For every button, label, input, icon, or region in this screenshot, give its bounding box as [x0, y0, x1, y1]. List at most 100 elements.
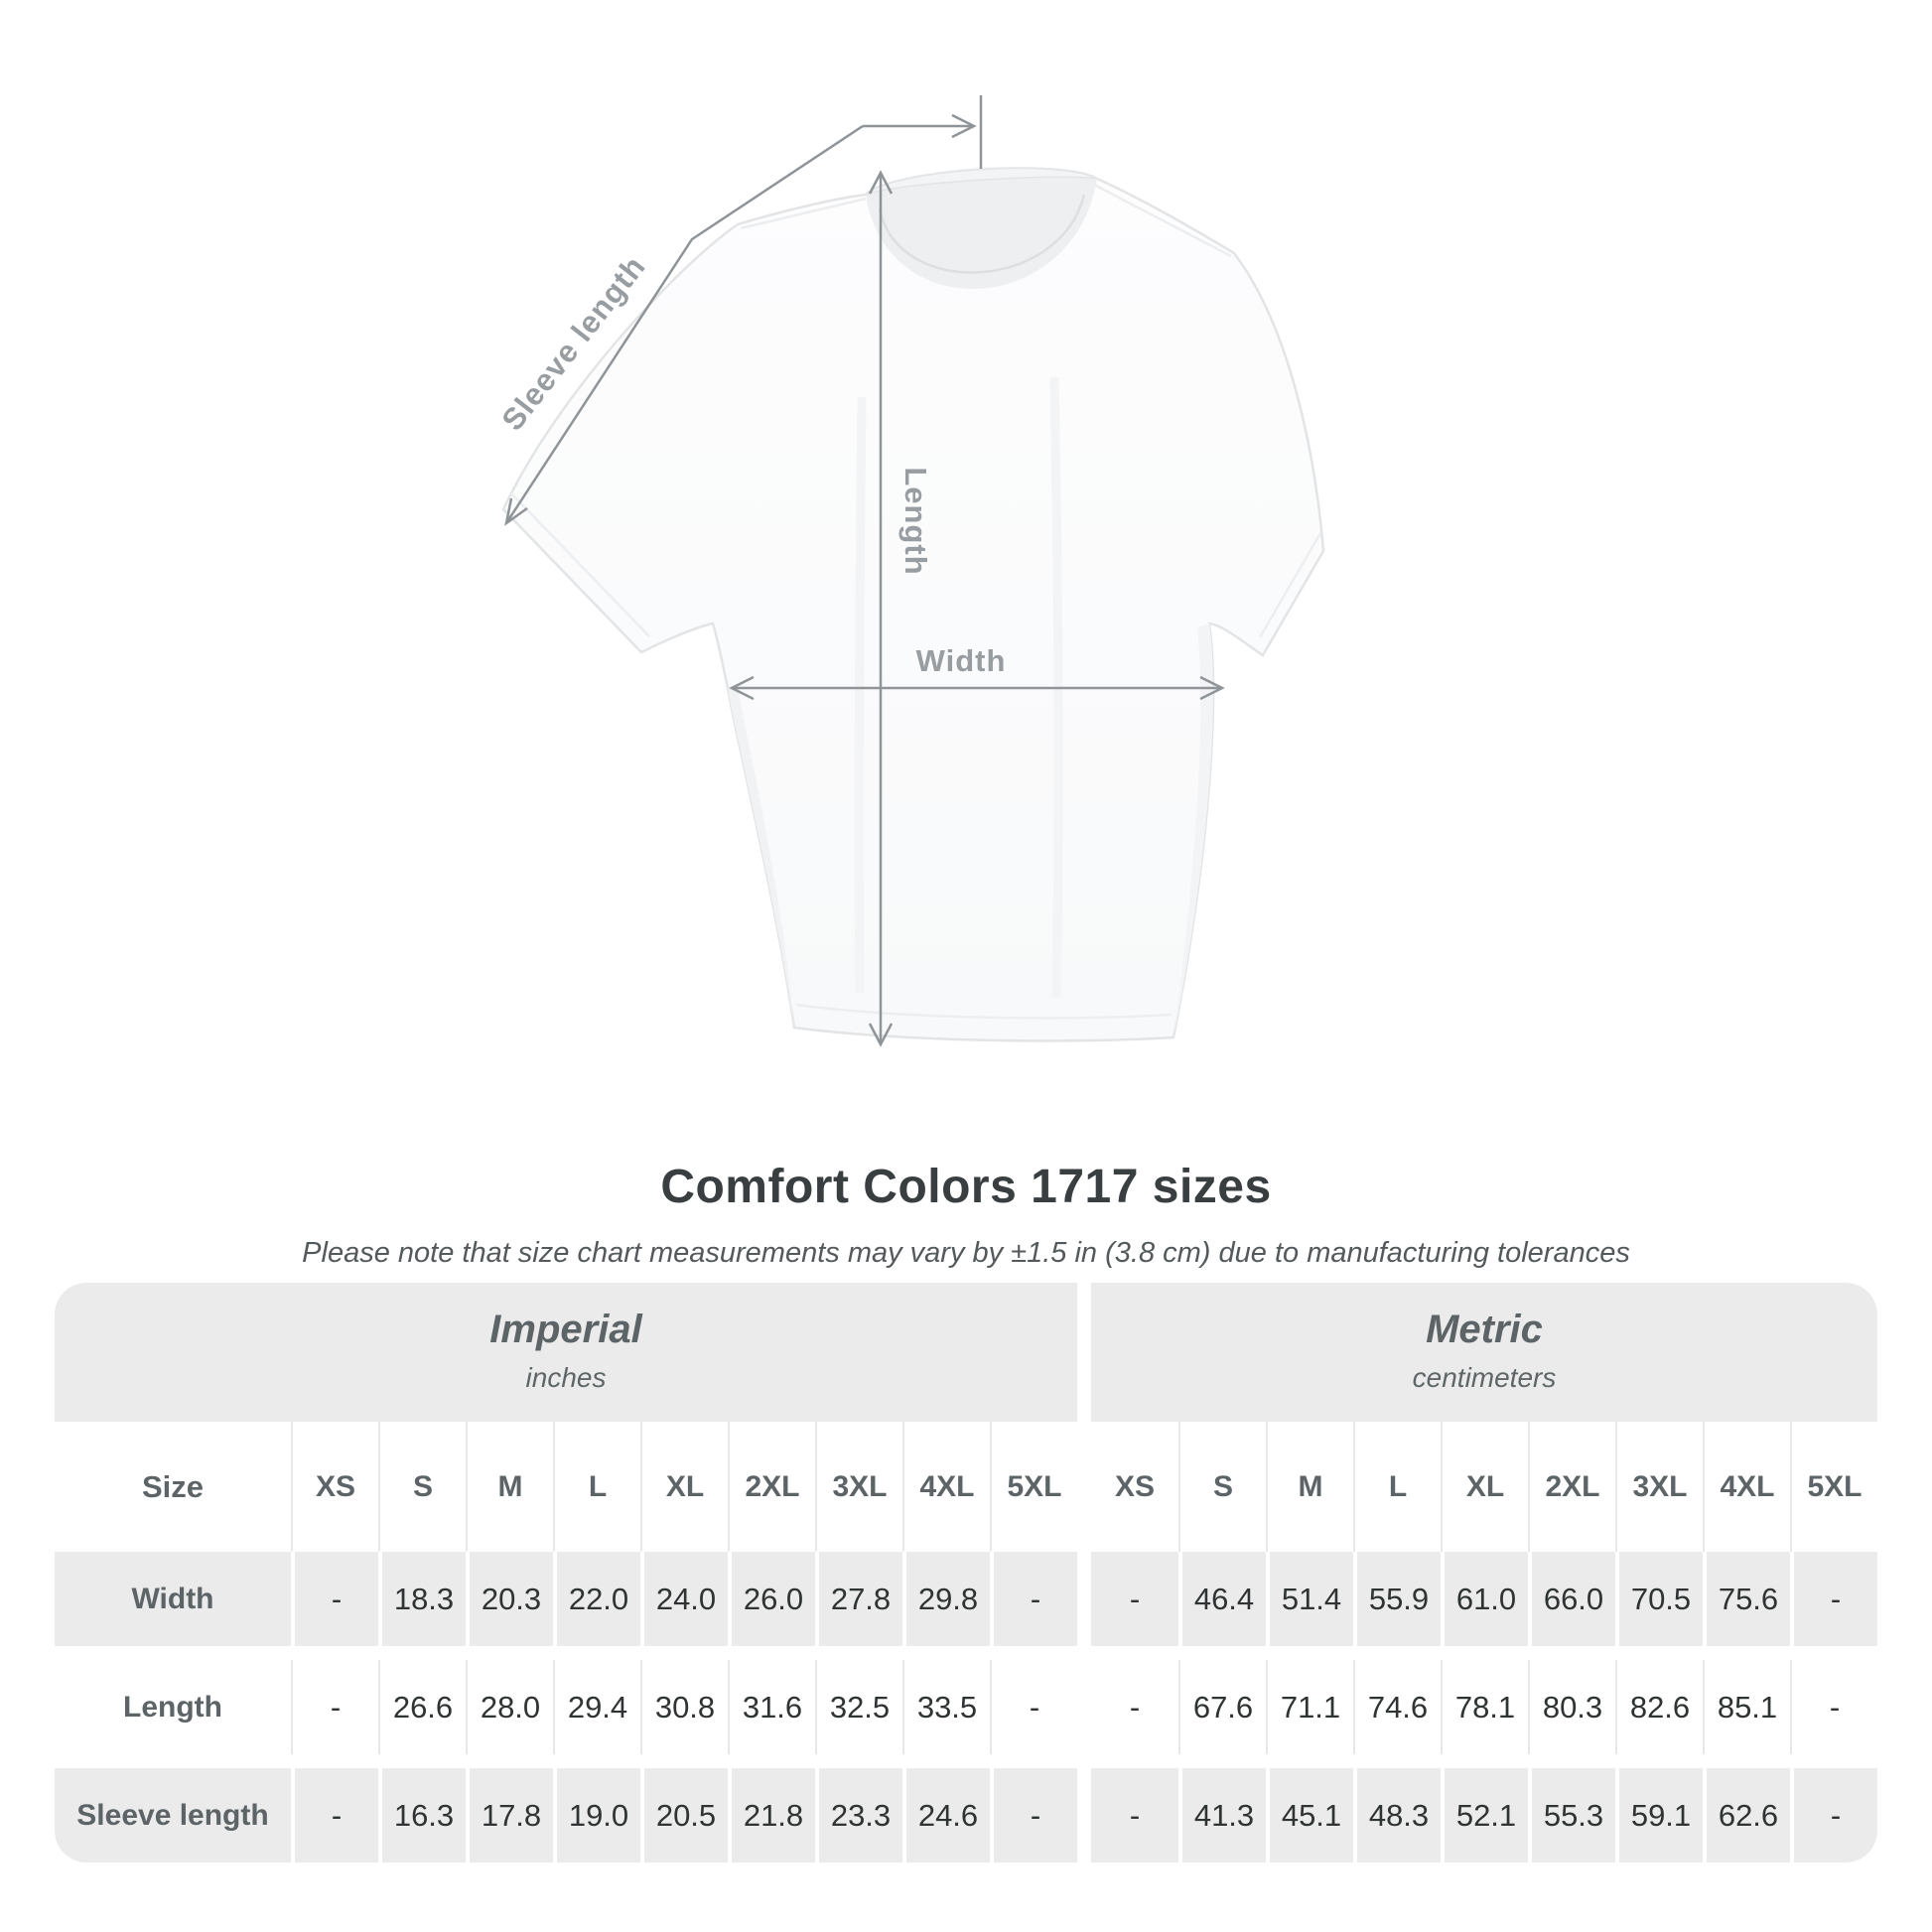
- metric-size-header-m: M: [1266, 1422, 1353, 1552]
- metric-width-m: 51.4: [1266, 1552, 1353, 1646]
- metric-sleeve-length-m: 45.1: [1266, 1768, 1353, 1863]
- right-shoulder-seam: [1093, 183, 1232, 258]
- width-dimension-line: [729, 675, 1225, 701]
- imperial-sleeve-length-3xl: 23.3: [815, 1768, 902, 1863]
- left-cuff-seam: [510, 492, 650, 637]
- metric-length-xl: 78.1: [1441, 1660, 1528, 1754]
- sleeve-length-dimension-line: [504, 95, 983, 526]
- imperial-row-width: Width -18.3 20.3 22.0 24.0 26.0 27.8 29.8-: [55, 1552, 1077, 1646]
- imperial-size-header-xl: XL: [640, 1422, 728, 1552]
- imperial-width-m: 20.3: [466, 1552, 553, 1646]
- imperial-length-4xl: 33.5: [902, 1660, 990, 1754]
- imperial-sleeve-length-xs: -: [291, 1768, 378, 1863]
- metric-size-header-xl: XL: [1441, 1422, 1528, 1552]
- imperial-length-m: 28.0: [466, 1660, 553, 1754]
- metric-size-header-5xl: 5XL: [1790, 1422, 1877, 1552]
- imperial-width-xl: 24.0: [640, 1552, 728, 1646]
- imperial-size-header-3xl: 3XL: [815, 1422, 902, 1552]
- width-label: Width: [916, 643, 1007, 678]
- arrowhead-right: [951, 113, 977, 139]
- metric-width-xs: -: [1091, 1552, 1178, 1646]
- metric-body: -46.4 51.4 55.9 61.0 66.0 70.5 75.6- -67.6 71.1 7…: [1091, 1552, 1877, 1863]
- metric-width-3xl: 70.5: [1615, 1552, 1703, 1646]
- metric-length-m: 71.1: [1266, 1660, 1353, 1754]
- metric-width-2xl: 66.0: [1528, 1552, 1615, 1646]
- imperial-sleeve-length-xl: 20.5: [640, 1768, 728, 1863]
- imperial-length-l: 29.4: [553, 1660, 640, 1754]
- imperial-sleeve-length-l: 19.0: [553, 1768, 640, 1863]
- metric-length-s: 67.6: [1178, 1660, 1266, 1754]
- imperial-width-2xl: 26.0: [728, 1552, 815, 1646]
- metric-length-2xl: 80.3: [1528, 1660, 1615, 1754]
- metric-sleeve-length-s: 41.3: [1178, 1768, 1266, 1863]
- metric-sleeve-length-4xl: 62.6: [1703, 1768, 1790, 1863]
- imperial-sleeve-length-2xl: 21.8: [728, 1768, 815, 1863]
- imperial-row-length: Length -26.6 28.0 29.4 30.8 31.6 32.5 33.5-: [55, 1660, 1077, 1754]
- tolerance-note: Please note that size chart measurements…: [302, 1237, 1630, 1269]
- imperial-length-2xl: 31.6: [728, 1660, 815, 1754]
- metric-width-4xl: 75.6: [1703, 1552, 1790, 1646]
- metric-band: Metric centimeters: [1091, 1283, 1877, 1422]
- imperial-length-xl: 30.8: [640, 1660, 728, 1754]
- imperial-length-s: 26.6: [378, 1660, 466, 1754]
- arrowhead-left: [729, 675, 755, 701]
- imperial-sleeve-length-m: 17.8: [466, 1768, 553, 1863]
- imperial-table: Imperial inches Size XS S M L XL 2XL 3XL 4XL 5XL …: [55, 1283, 1077, 1863]
- tshirt-body: [501, 167, 1325, 1042]
- metric-row-width: -46.4 51.4 55.9 61.0 66.0 70.5 75.6-: [1091, 1552, 1877, 1646]
- metric-size-header-3xl: 3XL: [1615, 1422, 1703, 1552]
- length-label: Length: [898, 467, 933, 575]
- size-table: Imperial inches Size XS S M L XL 2XL 3XL 4XL 5XL …: [55, 1283, 1877, 1863]
- metric-width-l: 55.9: [1353, 1552, 1441, 1646]
- collar-rib-seam: [878, 194, 1086, 274]
- metric-size-header-l: L: [1353, 1422, 1441, 1552]
- metric-sleeve-length-3xl: 59.1: [1615, 1768, 1703, 1863]
- imperial-sleeve-length-s: 16.3: [378, 1768, 466, 1863]
- imperial-band-title: Imperial: [489, 1308, 642, 1351]
- imperial-size-header-m: M: [466, 1422, 553, 1552]
- metric-sleeve-length-xl: 52.1: [1441, 1768, 1528, 1863]
- metric-row-length: -67.6 71.1 74.6 78.1 80.3 82.6 85.1-: [1091, 1660, 1877, 1754]
- imperial-sleeve-length-5xl: -: [990, 1768, 1077, 1863]
- imperial-sleeve-length-4xl: 24.6: [902, 1768, 990, 1863]
- measurement-row-label-sleeve-length: Sleeve length: [55, 1768, 291, 1863]
- size-column-header: Size: [141, 1468, 205, 1504]
- metric-length-l: 74.6: [1353, 1660, 1441, 1754]
- metric-row-sleeve-length: -41.3 45.1 48.3 52.1 55.3 59.1 62.6-: [1091, 1768, 1877, 1863]
- measurement-row-label-width: Width: [55, 1552, 291, 1646]
- side-shadow: [728, 688, 794, 1028]
- metric-length-5xl: -: [1790, 1660, 1877, 1754]
- right-cuff-seam: [1258, 532, 1322, 638]
- collar-back-band: [865, 167, 1098, 196]
- metric-sleeve-length-xs: -: [1091, 1768, 1178, 1863]
- arrowhead-down: [868, 1023, 894, 1047]
- imperial-width-4xl: 29.8: [902, 1552, 990, 1646]
- tshirt-size-diagram: Sleeve length Length Width: [494, 95, 1325, 1047]
- imperial-width-3xl: 27.8: [815, 1552, 902, 1646]
- imperial-size-header-xs: XS: [291, 1422, 378, 1552]
- metric-length-4xl: 85.1: [1703, 1660, 1790, 1754]
- imperial-length-xs: -: [291, 1660, 378, 1754]
- imperial-header-row: Size XS S M L XL 2XL 3XL 4XL 5XL: [55, 1422, 1077, 1552]
- metric-sleeve-length-5xl: -: [1790, 1768, 1877, 1863]
- metric-band-title: Metric: [1426, 1308, 1543, 1351]
- sleeve-length-diagonal: [504, 124, 864, 524]
- metric-width-s: 46.4: [1178, 1552, 1266, 1646]
- metric-length-3xl: 82.6: [1615, 1660, 1703, 1754]
- imperial-width-s: 18.3: [378, 1552, 466, 1646]
- imperial-band: Imperial inches: [55, 1283, 1077, 1422]
- imperial-width-xs: -: [291, 1552, 378, 1646]
- metric-sleeve-length-2xl: 55.3: [1528, 1768, 1615, 1863]
- drape-crease: [1049, 376, 1063, 999]
- imperial-size-header-4xl: 4XL: [902, 1422, 990, 1552]
- metric-width-xl: 61.0: [1441, 1552, 1528, 1646]
- imperial-length-3xl: 32.5: [815, 1660, 902, 1754]
- imperial-size-header-2xl: 2XL: [728, 1422, 815, 1552]
- metric-size-header-xs: XS: [1114, 1469, 1156, 1503]
- metric-table: Metric centimeters XS S M L XL 2XL 3XL 4XL 5XL -…: [1091, 1283, 1877, 1863]
- metric-size-header-s: S: [1178, 1422, 1266, 1552]
- imperial-length-5xl: -: [990, 1660, 1077, 1754]
- imperial-row-sleeve-length: Sleeve length -16.3 17.8 19.0 20.5 21.8 23.3 24…: [55, 1768, 1077, 1863]
- metric-size-header-2xl: 2XL: [1528, 1422, 1615, 1552]
- imperial-width-5xl: -: [990, 1552, 1077, 1646]
